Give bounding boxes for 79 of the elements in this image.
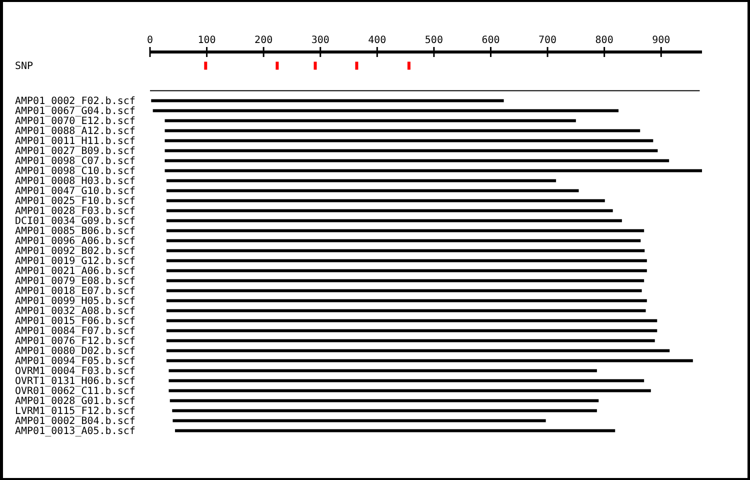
x-tick-label: 200 (254, 35, 273, 46)
bar (166, 209, 613, 212)
bar (166, 339, 655, 342)
bar (151, 99, 504, 102)
y-tick-label: AMP01_0032_A08.b.scf (15, 306, 136, 318)
bar (166, 299, 647, 302)
y-tick-label: AMP01_0096_A06.b.scf (15, 236, 136, 248)
bar (168, 389, 651, 392)
bar (164, 119, 576, 122)
bar (166, 219, 622, 222)
bar (166, 269, 647, 272)
y-tick-label: AMP01_0027_B09.b.scf (15, 146, 136, 158)
bar (166, 309, 646, 312)
y-tick-label: AMP01_0002_F02.b.scf (15, 96, 136, 108)
y-tick-label: AMP01_0098_C10.b.scf (15, 166, 136, 178)
bar (164, 159, 670, 162)
x-tick-label: 900 (652, 35, 670, 46)
bar (172, 409, 597, 412)
x-tick-label: 500 (424, 35, 443, 46)
bar (166, 189, 579, 192)
bar (166, 289, 642, 292)
x-tick-label: 100 (198, 35, 216, 46)
y-tick-label: DCI01_0034_G09.b.scf (15, 216, 136, 228)
bar (168, 369, 597, 372)
y-tick-label: OVRM1_0004_F03.b.scf (15, 366, 136, 378)
bar (166, 259, 647, 262)
bar (164, 169, 702, 172)
bar (164, 129, 640, 132)
y-tick-label: AMP01_0013_A05.b.scf (15, 426, 136, 438)
bar (166, 199, 605, 202)
bar (152, 109, 619, 112)
y-tick-label: AMP01_0085_B06.b.scf (15, 226, 136, 238)
bar (164, 149, 658, 152)
bar (166, 359, 693, 362)
y-tick-label: AMP01_0079_E08.b.scf (15, 276, 136, 288)
y-tick-label: AMP01_0094_F05.b.scf (15, 356, 136, 368)
y-tick-label: AMP01_0080_D02.b.scf (15, 346, 136, 358)
y-tick-label: LVRM1_0115_F12.b.scf (15, 406, 136, 418)
y-tick-label: OVR01_0062_C11.b.scf (15, 386, 136, 398)
y-tick-label: AMP01_0098_C07.b.scf (15, 156, 136, 168)
y-tick-label: AMP01_0008_H03.b.scf (15, 176, 136, 188)
x-tick-label: 800 (595, 35, 614, 46)
x-tick-label: 400 (368, 35, 386, 46)
y-tick-label: AMP01_0076_F12.b.scf (15, 336, 136, 348)
bar (166, 319, 658, 322)
y-tick-label: AMP01_0084_F07.b.scf (15, 326, 136, 338)
bar (166, 229, 644, 232)
y-tick-label: AMP01_0028_F03.b.scf (15, 206, 136, 218)
bar (168, 379, 644, 382)
y-tick-label: AMP01_0021_A06.b.scf (15, 266, 136, 278)
bar (166, 249, 645, 252)
y-tick-label: OVRT1_0131_H06.b.scf (15, 376, 136, 388)
bar (166, 329, 658, 332)
y-tick-label: AMP01_0011_H11.b.scf (15, 136, 136, 148)
bar (172, 419, 546, 422)
y-tick-label: AMP01_0015_F06.b.scf (15, 316, 136, 328)
y-tick-label: SNP (15, 61, 34, 72)
y-tick-label: AMP01_0092_B02.b.scf (15, 246, 136, 258)
y-tick-label: AMP01_0099_H05.b.scf (15, 296, 136, 308)
x-tick-label: 700 (538, 35, 557, 46)
bar (164, 139, 654, 142)
bar (166, 239, 641, 242)
y-tick-label: AMP01_0047_G10.b.scf (15, 186, 136, 198)
x-tick-label: 300 (311, 35, 330, 46)
bar (166, 349, 670, 352)
bar (166, 279, 644, 282)
y-tick-label: AMP01_0070_E12.b.scf (15, 116, 136, 128)
bar (174, 429, 616, 432)
y-tick-label: AMP01_0019_G12.b.scf (15, 256, 136, 268)
y-tick-label: AMP01_0018_E07.b.scf (15, 286, 136, 298)
x-tick-label: 600 (482, 35, 500, 46)
y-tick-label: AMP01_0002_B04.b.scf (15, 416, 136, 428)
y-tick-label: AMP01_0067_G04.b.scf (15, 106, 136, 118)
bar (170, 399, 599, 402)
y-tick-label: AMP01_0025_F10.b.scf (15, 196, 136, 208)
bar (166, 179, 556, 182)
y-tick-label: AMP01_0028_G01.b.scf (15, 396, 136, 408)
y-tick-label: AMP01_0088_A12.b.scf (15, 126, 136, 138)
x-tick-label: 0 (146, 35, 154, 46)
